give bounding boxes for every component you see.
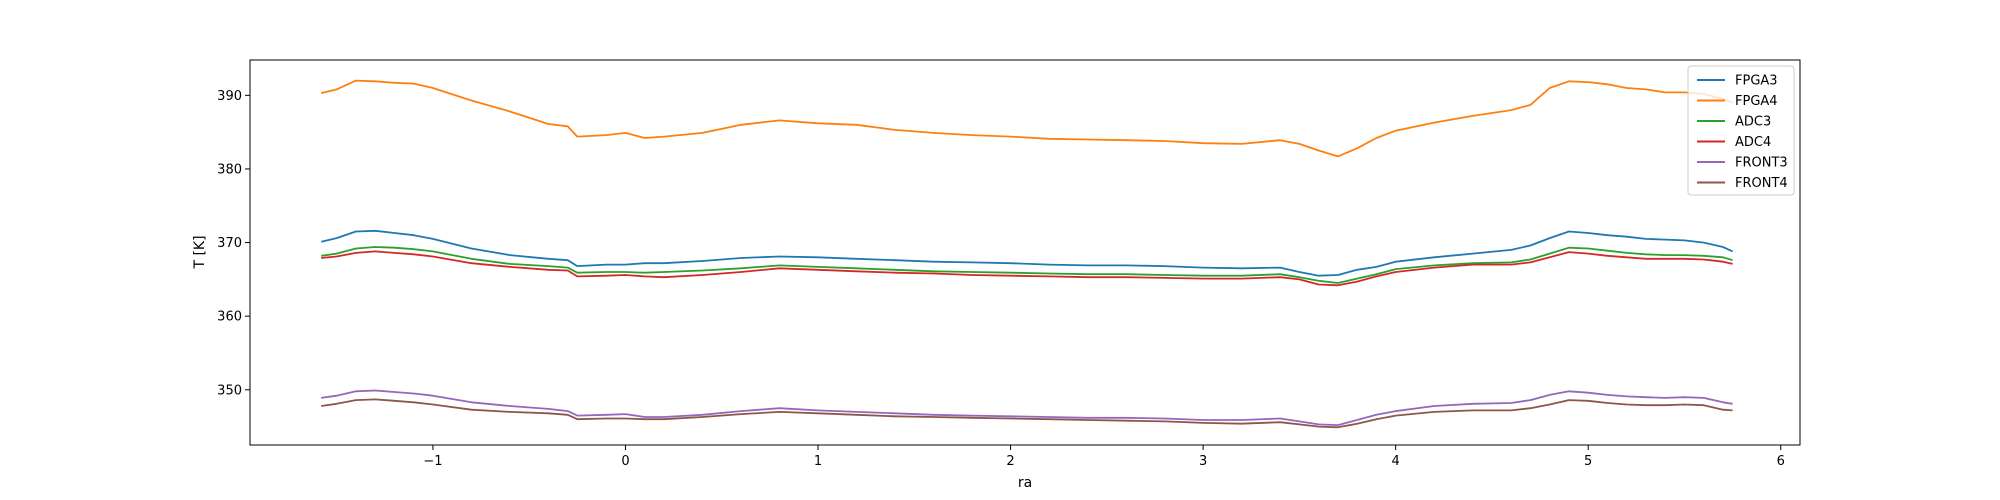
legend-label-fpga3: FPGA3 — [1735, 74, 1778, 89]
legend: FPGA3 FPGA4 ADC3 ADC4 FRONT3 FRONT4 — [1687, 65, 1795, 196]
y-tick-label: 390 — [217, 89, 242, 104]
plot-background — [250, 60, 1800, 445]
legend-label-front4: FRONT4 — [1735, 176, 1788, 191]
series-line-fpga3 — [320, 229, 1733, 277]
x-tick-label: 4 — [1392, 454, 1400, 469]
x-axis-label: ra — [1018, 475, 1032, 491]
legend-label-adc4: ADC4 — [1735, 135, 1771, 150]
legend-label-fpga4: FPGA4 — [1735, 94, 1778, 109]
x-tick-label: −1 — [423, 454, 442, 469]
x-tick-label: 6 — [1777, 454, 1785, 469]
y-axis-label: T [K] — [192, 235, 208, 269]
x-tick-label: 5 — [1584, 454, 1592, 469]
legend-label-front3: FRONT3 — [1735, 156, 1788, 171]
y-axis-ticks: 350 360 370 380 390 — [217, 89, 250, 398]
series-line-front4 — [321, 398, 1733, 429]
plot-frame — [249, 59, 1801, 446]
series-line-adc4 — [321, 250, 1733, 287]
y-tick-label: 350 — [217, 383, 242, 398]
series-line-adc3 — [321, 246, 1733, 284]
series-layer — [320, 79, 1733, 429]
x-tick-label: 1 — [814, 454, 822, 469]
x-tick-label: 0 — [621, 454, 629, 469]
y-tick-label: 370 — [217, 236, 242, 251]
legend-label-adc3: ADC3 — [1735, 115, 1771, 130]
x-axis-ticks: −1 0 1 2 3 4 5 6 — [423, 445, 1785, 469]
x-tick-label: 2 — [1006, 454, 1014, 469]
y-tick-label: 360 — [217, 310, 242, 325]
x-tick-label: 3 — [1199, 454, 1207, 469]
series-line-fpga4 — [320, 79, 1733, 158]
y-tick-label: 380 — [217, 162, 242, 177]
series-line-front3 — [321, 389, 1733, 427]
